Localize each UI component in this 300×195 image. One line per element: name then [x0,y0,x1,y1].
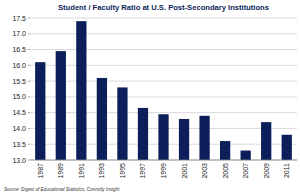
x-tick-label: 1993 [98,163,105,179]
source-note: Source: Digest of Educational Statistics… [4,187,120,192]
chart-container: Student / Faculty Ratio at U.S. Post-Sec… [0,0,300,195]
y-tick-label: 16.5 [12,46,26,53]
bar [241,151,251,160]
y-tick-label: 14.5 [12,109,26,116]
y-tick [28,144,30,145]
bar [138,108,148,160]
title: Student / Faculty Ratio at U.S. Post-Sec… [58,3,269,12]
x-tick-label: 1991 [78,163,85,179]
x-tick-label: 2011 [283,163,290,178]
x-tick-label: 1999 [160,163,167,179]
grid-line [30,160,297,161]
bar [199,116,209,160]
y-tick [28,160,30,161]
bar [220,141,230,160]
y-tick-label: 15.5 [12,78,26,85]
y-tick [28,96,30,97]
bar [117,87,127,160]
y-tick [28,33,30,34]
y-tick-label: 13.0 [12,157,26,164]
y-tick [28,81,30,82]
y-tick-label: 14.0 [12,125,26,132]
bar [158,114,168,160]
x-tick-label: 2009 [263,163,270,179]
y-tick-label: 17.5 [12,15,26,22]
y-tick [28,65,30,66]
bar [76,21,86,160]
grid-line [30,49,297,50]
x-tick-label: 1987 [37,163,44,179]
bar [282,135,292,160]
y-tick [28,112,30,113]
grid-line [30,81,297,82]
grid-line [30,18,297,19]
x-tick-label: 2001 [181,163,188,179]
y-tick-label: 17.0 [12,30,26,37]
y-tick-label: 13.5 [12,141,26,148]
y-tick-label: 15.0 [12,93,26,100]
y-tick-label: 16.0 [12,62,26,69]
bars [35,21,292,160]
x-tick-label: 1997 [139,163,146,179]
chart-svg: Student / Faculty Ratio at U.S. Post-Sec… [0,0,300,195]
grid-line [30,112,297,113]
x-tick-label: 2003 [201,163,208,179]
y-tick [28,49,30,50]
bar [35,62,45,160]
x-tick-label: 1989 [57,163,64,179]
bar [97,78,107,160]
x-tick-label: 2007 [242,163,249,179]
grid [28,18,297,160]
bar [261,122,271,160]
bar [179,119,189,160]
bar [56,51,66,160]
grid-line [30,33,297,34]
grid-line [30,96,297,97]
y-tick [28,128,30,129]
x-axis [30,160,297,161]
x-tick-label: 1995 [119,163,126,179]
grid-line [30,65,297,66]
y-tick [28,18,30,19]
x-tick-label: 2005 [222,163,229,179]
